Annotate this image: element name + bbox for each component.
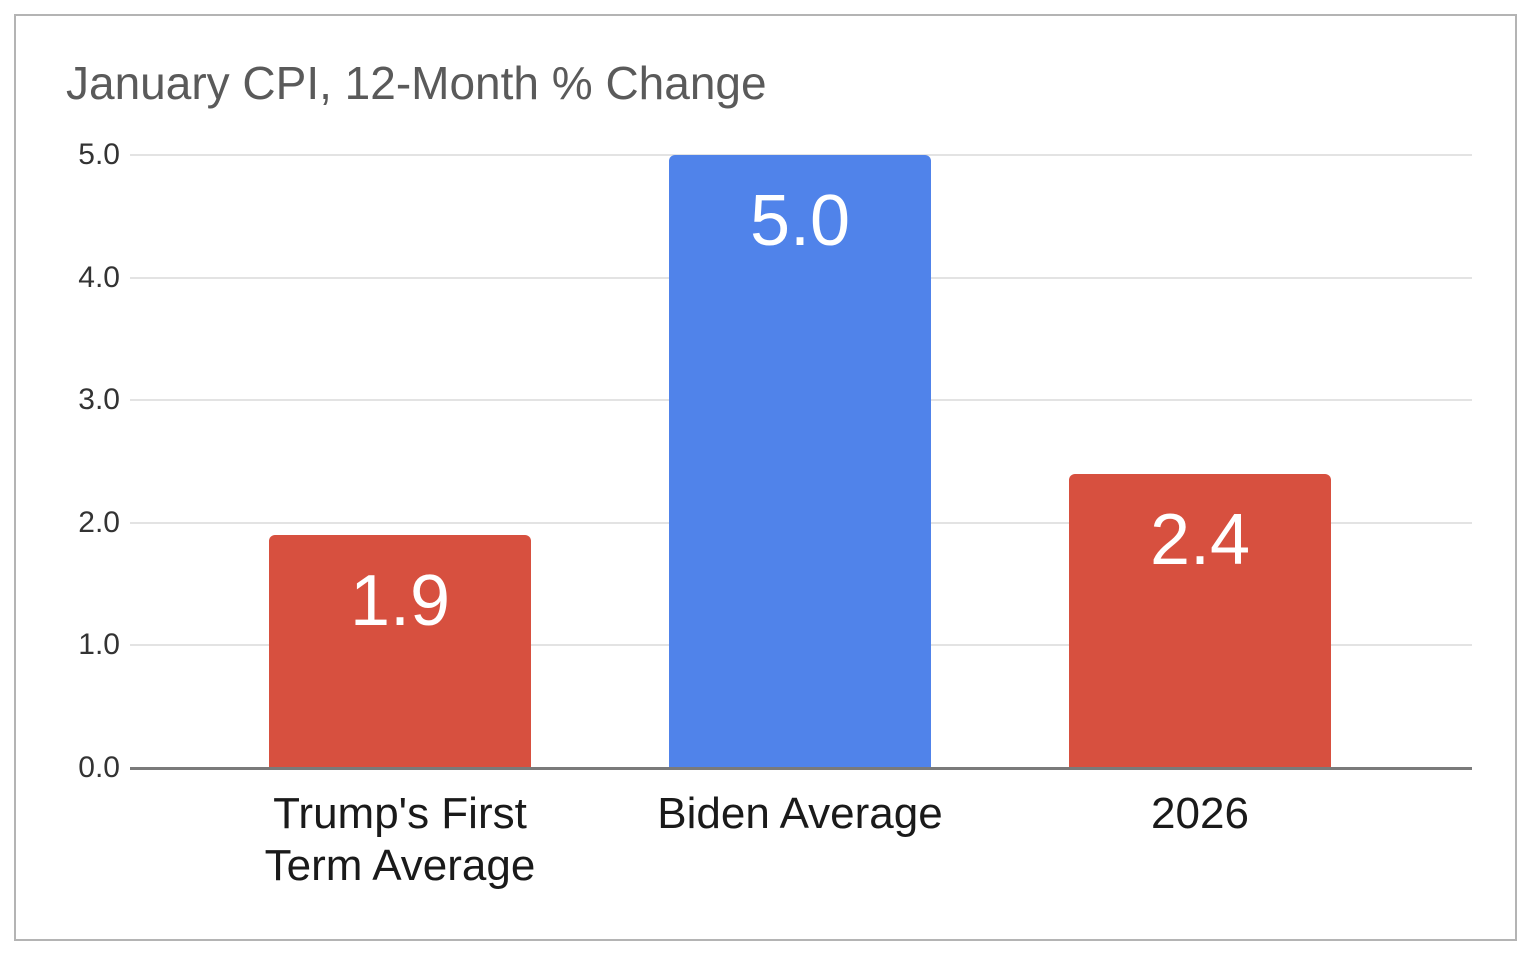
bar-value-label: 2.4 bbox=[1149, 499, 1251, 580]
x-category-label: Trump's First Term Average bbox=[264, 789, 536, 890]
y-tick-label: 2.0 bbox=[78, 505, 120, 539]
x-category-label: 2026 bbox=[1151, 789, 1249, 838]
y-tick-label: 1.0 bbox=[78, 628, 120, 662]
x-category-label: Biden Average bbox=[657, 789, 943, 838]
x-axis-baseline bbox=[130, 767, 1472, 770]
y-tick-label: 4.0 bbox=[78, 260, 120, 294]
y-tick-label: 5.0 bbox=[78, 138, 120, 171]
y-tick-label: 0.0 bbox=[78, 751, 120, 784]
bar-value-label: 1.9 bbox=[349, 561, 451, 642]
y-tick-label: 3.0 bbox=[78, 383, 120, 417]
bar-2: 2.4 bbox=[1069, 473, 1331, 768]
bar-value-label: 5.0 bbox=[749, 181, 851, 261]
bar-0: 1.9 bbox=[269, 535, 531, 768]
bar-1: 5.0 bbox=[669, 155, 931, 768]
chart-title: January CPI, 12-Month % Change bbox=[66, 57, 767, 109]
